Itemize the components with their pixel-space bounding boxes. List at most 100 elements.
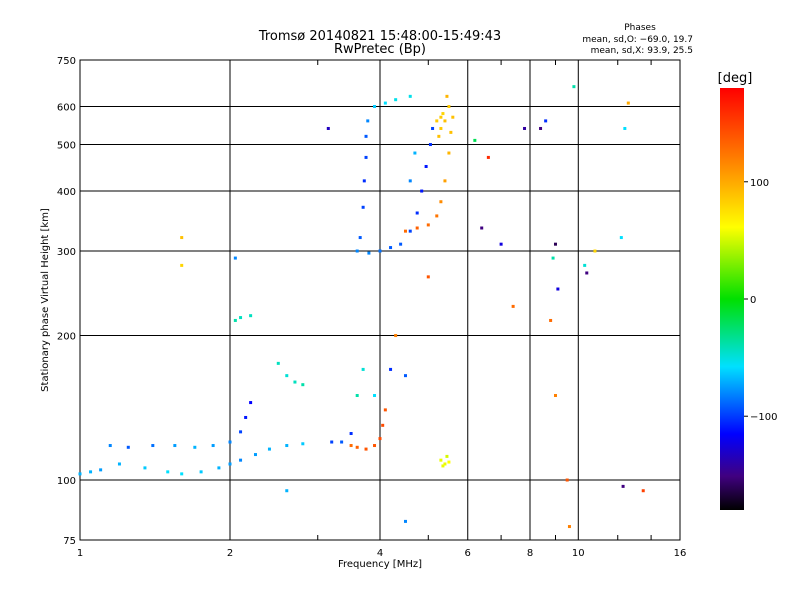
grid-lines xyxy=(80,60,680,540)
data-point xyxy=(355,445,359,449)
data-point xyxy=(211,444,215,448)
data-point xyxy=(439,200,443,204)
data-point xyxy=(366,119,370,123)
data-point xyxy=(641,489,645,493)
data-point xyxy=(217,466,221,470)
x-tick-label: 4 xyxy=(377,548,383,559)
y-tick-label: 300 xyxy=(57,247,76,258)
data-point xyxy=(426,275,430,279)
data-point xyxy=(253,453,257,457)
data-point xyxy=(431,126,435,130)
x-tick-label: 6 xyxy=(465,548,471,559)
phases-line-o: mean, sd,O: −69.0, 19.7 xyxy=(582,35,693,45)
data-point xyxy=(330,440,334,444)
data-point xyxy=(415,211,419,215)
data-point xyxy=(233,256,237,260)
data-point xyxy=(408,179,412,183)
data-point xyxy=(413,151,417,155)
colorbar-tick-label: 0 xyxy=(750,295,756,306)
data-point xyxy=(381,423,385,427)
data-point xyxy=(426,223,430,227)
data-point xyxy=(378,249,382,253)
data-point xyxy=(480,226,484,230)
x-tick-label: 1 xyxy=(77,548,83,559)
data-point xyxy=(523,126,527,130)
colorbar-tick-label: 100 xyxy=(750,178,769,189)
data-point xyxy=(276,361,280,365)
data-points xyxy=(78,85,645,529)
data-point xyxy=(373,394,377,398)
data-point xyxy=(249,314,253,318)
phases-title: Phases xyxy=(624,23,656,33)
data-point xyxy=(373,105,377,109)
y-tick-label: 500 xyxy=(57,141,76,152)
x-tick-label: 10 xyxy=(572,548,585,559)
x-axis-ticks: 1 2 4 6 8 10 16 xyxy=(77,60,687,559)
data-point xyxy=(447,460,451,464)
data-point xyxy=(399,242,403,246)
data-point xyxy=(180,472,184,476)
data-point xyxy=(293,380,297,384)
data-point xyxy=(621,484,625,488)
data-point xyxy=(443,462,447,466)
data-point xyxy=(301,383,305,387)
y-axis-ticks: 75 100 200 300 400 500 600 750 xyxy=(57,56,76,547)
data-point xyxy=(340,440,344,444)
data-point xyxy=(383,101,387,105)
x-tick-label: 16 xyxy=(674,548,687,559)
colorbar-tick-label: −100 xyxy=(750,412,777,423)
data-point xyxy=(553,394,557,398)
data-point xyxy=(228,462,232,466)
data-point xyxy=(420,189,424,193)
data-point xyxy=(403,229,407,233)
data-point xyxy=(447,151,451,155)
data-point xyxy=(553,242,557,246)
data-point xyxy=(473,138,477,142)
data-point xyxy=(389,246,393,250)
x-axis-label: Frequency [MHz] xyxy=(338,559,422,570)
data-point xyxy=(193,445,197,449)
data-point xyxy=(439,458,443,462)
y-tick-label: 100 xyxy=(57,476,76,487)
data-point xyxy=(435,119,439,123)
data-point xyxy=(583,263,587,267)
data-point xyxy=(349,432,353,436)
data-point xyxy=(451,115,455,119)
data-point xyxy=(389,367,393,371)
data-point xyxy=(367,251,371,255)
y-axis-label: Stationary phase Virtual Height [km] xyxy=(40,208,51,392)
data-point xyxy=(364,447,368,451)
y-tick-label: 75 xyxy=(63,536,76,547)
data-point xyxy=(364,134,368,138)
data-point xyxy=(180,263,184,267)
data-point xyxy=(439,115,443,119)
data-point xyxy=(499,242,503,246)
colorbar-label: [deg] xyxy=(718,71,753,86)
chart-title: Tromsø 20140821 15:48:00-15:49:43 xyxy=(258,29,501,44)
data-point xyxy=(447,105,451,109)
data-point xyxy=(439,126,443,130)
data-point xyxy=(239,430,243,434)
data-point xyxy=(394,98,398,102)
colorbar-ticks: 100 0 −100 xyxy=(744,178,777,423)
data-point xyxy=(486,155,490,159)
data-point xyxy=(403,374,407,378)
y-tick-label: 400 xyxy=(57,187,76,198)
data-point xyxy=(549,318,553,322)
data-point xyxy=(567,525,571,529)
y-tick-label: 750 xyxy=(57,56,76,67)
data-point xyxy=(301,442,305,446)
data-point xyxy=(408,94,412,98)
data-point xyxy=(556,287,560,291)
data-point xyxy=(424,164,428,168)
data-point xyxy=(285,374,289,378)
data-point xyxy=(415,226,419,230)
data-point xyxy=(408,229,412,233)
data-point xyxy=(443,119,447,123)
data-point xyxy=(151,444,155,448)
data-point xyxy=(117,462,121,466)
data-point xyxy=(239,316,243,320)
data-point xyxy=(572,85,576,89)
data-point xyxy=(355,249,359,253)
